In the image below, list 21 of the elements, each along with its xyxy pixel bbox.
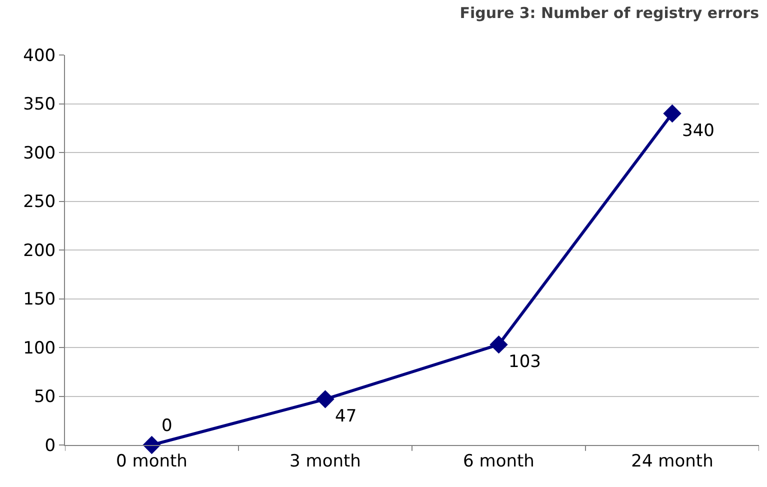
data-label: 340 xyxy=(682,121,714,141)
x-tick-label: 24 month xyxy=(631,451,714,472)
chart-title: Figure 3: Number of registry errors xyxy=(460,4,760,22)
point xyxy=(316,390,334,408)
point xyxy=(663,104,682,123)
y-tick-label: 150 xyxy=(23,290,56,310)
y-tick-label: 100 xyxy=(23,338,56,358)
data-label: 47 xyxy=(335,406,357,427)
x-tick-label: 3 month xyxy=(290,451,361,472)
data-label: 103 xyxy=(508,352,541,372)
x-tick-label: 6 month xyxy=(463,451,534,472)
y-tick-label: 300 xyxy=(23,143,56,164)
data-label: 0 xyxy=(162,416,172,436)
y-tick-label: 250 xyxy=(23,192,56,212)
y-tick-label: 0 xyxy=(44,436,56,456)
y-tick-label: 50 xyxy=(34,387,56,408)
y-tick-label: 350 xyxy=(23,94,56,115)
x-tick-label: 0 month xyxy=(116,451,188,472)
y-tick-label: 400 xyxy=(23,46,56,66)
point xyxy=(490,335,508,354)
y-tick-label: 200 xyxy=(23,240,56,261)
